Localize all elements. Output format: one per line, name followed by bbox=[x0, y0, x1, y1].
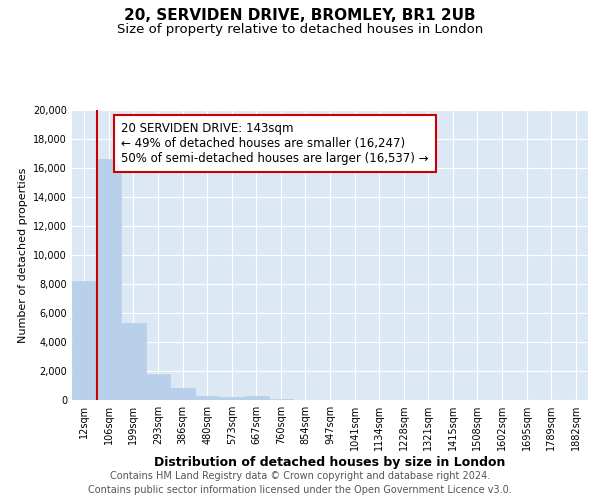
Bar bbox=[146, 374, 170, 400]
Text: 20 SERVIDEN DRIVE: 143sqm
← 49% of detached houses are smaller (16,247)
50% of s: 20 SERVIDEN DRIVE: 143sqm ← 49% of detac… bbox=[121, 122, 428, 164]
Y-axis label: Number of detached properties: Number of detached properties bbox=[18, 168, 28, 342]
Bar bbox=[244, 396, 269, 400]
Bar bbox=[170, 388, 195, 400]
Bar bbox=[220, 397, 244, 400]
Bar bbox=[72, 281, 97, 400]
Bar bbox=[195, 396, 220, 400]
Bar bbox=[97, 160, 121, 400]
Bar bbox=[269, 398, 293, 400]
Bar bbox=[121, 323, 146, 400]
Text: Contains HM Land Registry data © Crown copyright and database right 2024.
Contai: Contains HM Land Registry data © Crown c… bbox=[88, 471, 512, 495]
Text: 20, SERVIDEN DRIVE, BROMLEY, BR1 2UB: 20, SERVIDEN DRIVE, BROMLEY, BR1 2UB bbox=[124, 8, 476, 22]
Text: Size of property relative to detached houses in London: Size of property relative to detached ho… bbox=[117, 22, 483, 36]
X-axis label: Distribution of detached houses by size in London: Distribution of detached houses by size … bbox=[154, 456, 506, 469]
